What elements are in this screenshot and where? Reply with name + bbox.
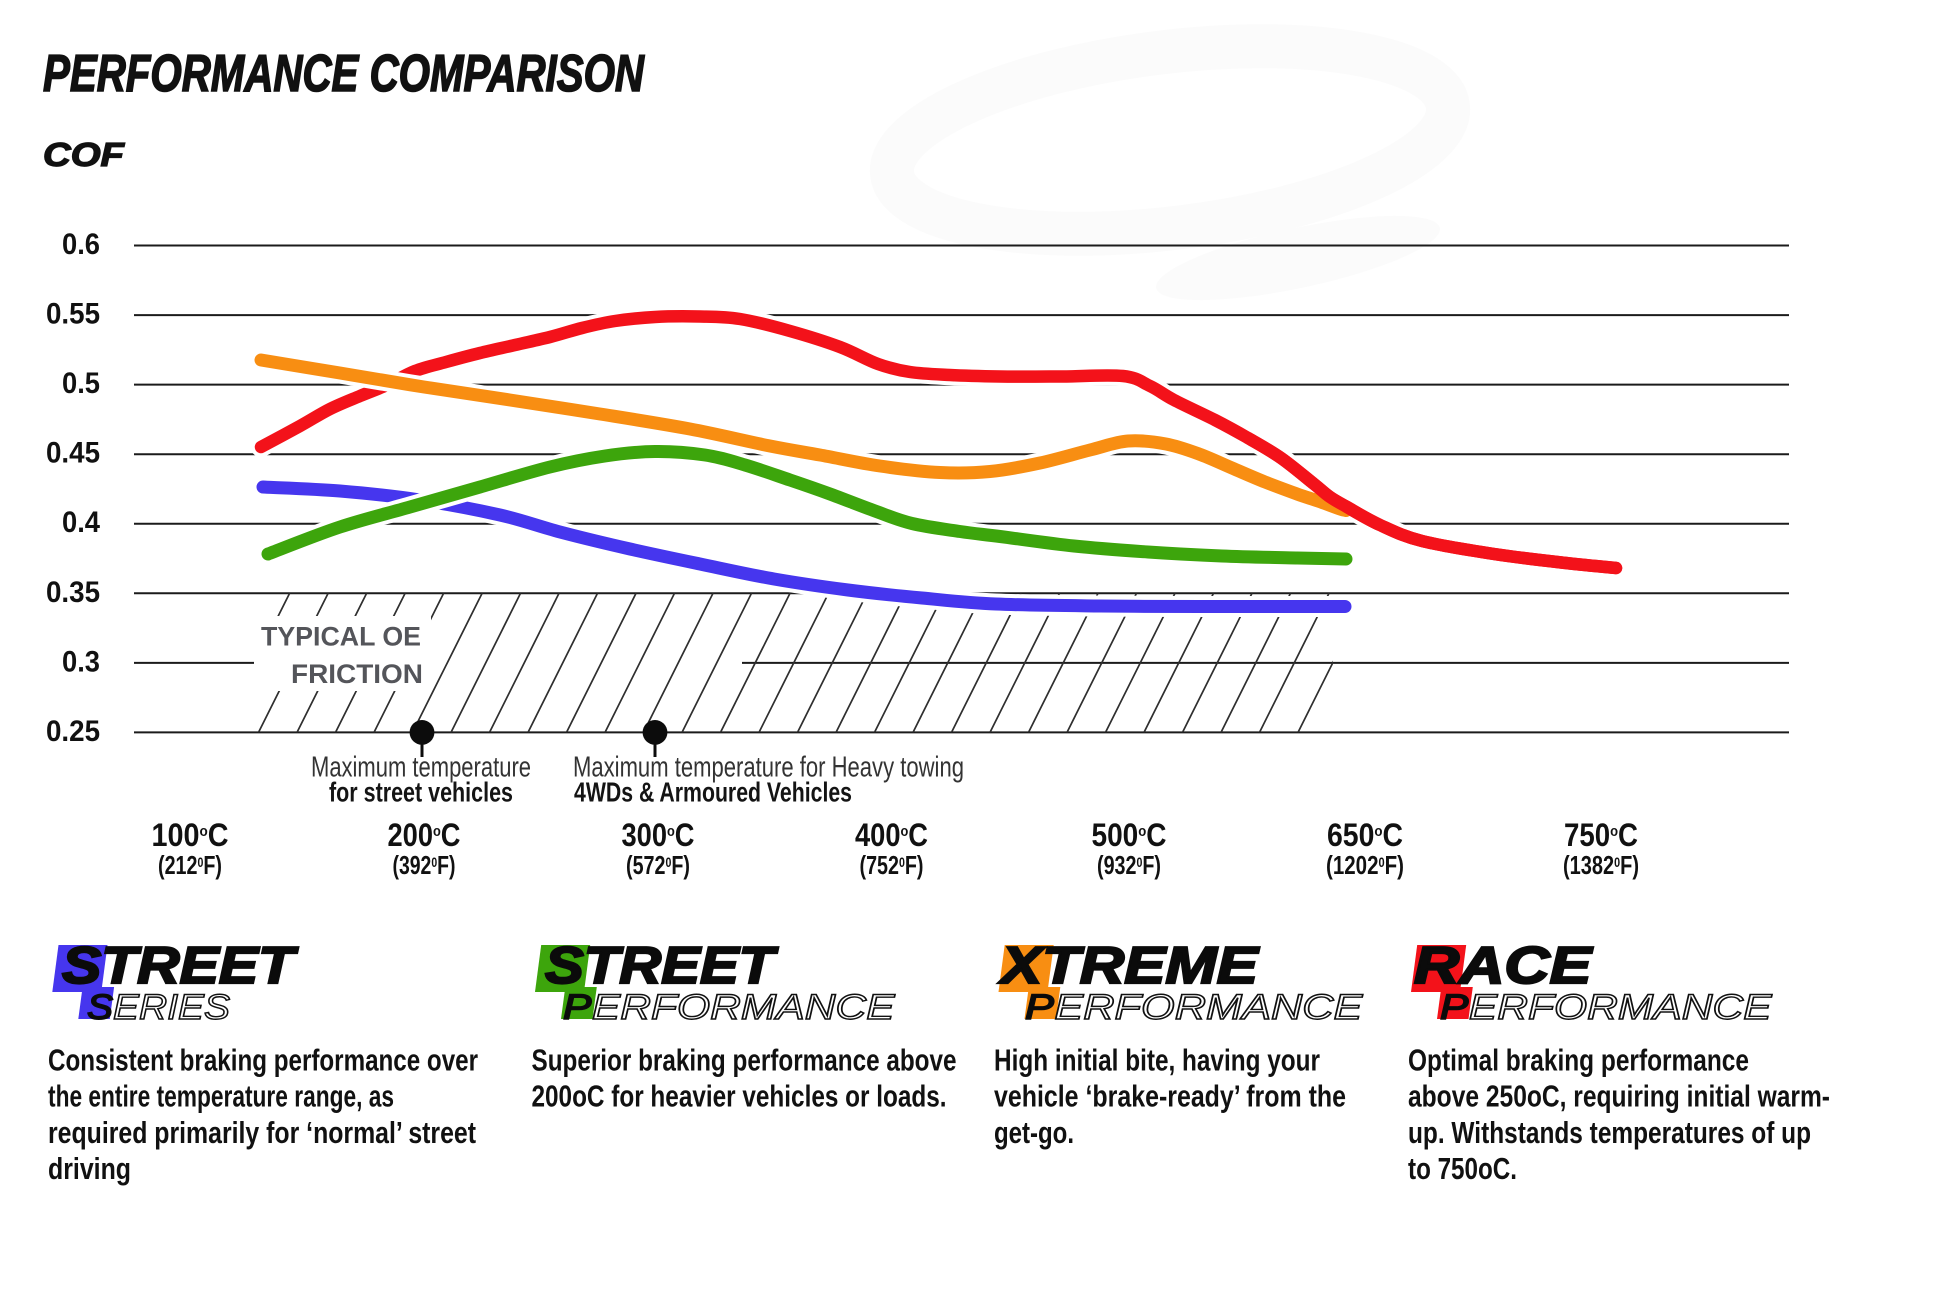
- svg-text:Optimal braking performance: Optimal braking performance: [1408, 1042, 1749, 1077]
- svg-text:High initial bite, having your: High initial bite, having your: [994, 1042, 1320, 1077]
- svg-text:0.55: 0.55: [46, 298, 100, 331]
- svg-text:FRICTION: FRICTION: [291, 659, 423, 689]
- svg-text:Maximum temperature for Heavy: Maximum temperature for Heavy towing: [573, 752, 964, 784]
- svg-text:(2120F): (2120F): [158, 850, 222, 880]
- svg-text:0.35: 0.35: [46, 576, 100, 609]
- svg-text:300oC: 300oC: [622, 817, 695, 853]
- svg-text:ERFORMANCE: ERFORMANCE: [592, 988, 896, 1027]
- svg-text:0.3: 0.3: [62, 645, 100, 678]
- svg-text:P: P: [1440, 988, 1468, 1027]
- svg-text:200oC: 200oC: [388, 817, 461, 853]
- svg-text:for street vehicles: for street vehicles: [329, 777, 513, 808]
- svg-text:500oC: 500oC: [1092, 817, 1167, 853]
- svg-text:ERFORMANCE: ERFORMANCE: [1054, 988, 1363, 1027]
- svg-text:750oC: 750oC: [1564, 817, 1638, 853]
- svg-text:RACE: RACE: [1414, 937, 1593, 995]
- svg-text:200oC for heavier vehicles or: 200oC for heavier vehicles or loads.: [532, 1079, 947, 1114]
- svg-text:STREET: STREET: [545, 936, 779, 994]
- svg-text:P: P: [563, 988, 591, 1027]
- svg-text:ERFORMANCE: ERFORMANCE: [1469, 988, 1773, 1027]
- svg-text:(7520F): (7520F): [860, 850, 924, 880]
- svg-text:0.4: 0.4: [62, 506, 100, 539]
- svg-text:650oC: 650oC: [1327, 817, 1403, 853]
- svg-text:(12020F): (12020F): [1326, 850, 1404, 880]
- svg-text:Superior braking performance a: Superior braking performance above: [532, 1042, 957, 1077]
- svg-text:vehicle ‘brake-ready’ from the: vehicle ‘brake-ready’ from the: [994, 1079, 1346, 1114]
- svg-text:(5720F): (5720F): [626, 850, 690, 880]
- svg-text:STREET: STREET: [62, 936, 298, 994]
- svg-text:P: P: [1025, 988, 1055, 1027]
- svg-text:to 750oC.: to 750oC.: [1408, 1151, 1517, 1186]
- svg-text:COF: COF: [43, 136, 125, 173]
- svg-text:Maximum temperature: Maximum temperature: [311, 752, 531, 784]
- svg-text:required primarily for ‘normal: required primarily for ‘normal’ street: [48, 1115, 476, 1150]
- svg-text:0.6: 0.6: [62, 228, 100, 261]
- svg-text:(9320F): (9320F): [1097, 850, 1161, 880]
- svg-text:400oC: 400oC: [855, 817, 928, 853]
- svg-text:up. Withstands temperatures of: up. Withstands temperatures of up: [1408, 1115, 1811, 1150]
- svg-text:get-go.: get-go.: [994, 1115, 1074, 1150]
- svg-text:PERFORMANCE COMPARISON: PERFORMANCE COMPARISON: [43, 45, 645, 103]
- svg-text:the entire temperature range,: the entire temperature range, as: [48, 1079, 394, 1114]
- svg-text:above 250oC, requiring initial: above 250oC, requiring initial warm-: [1408, 1079, 1830, 1114]
- svg-text:(13820F): (13820F): [1563, 850, 1639, 880]
- svg-text:(3920F): (3920F): [393, 850, 456, 880]
- svg-text:XTREME: XTREME: [998, 936, 1260, 994]
- svg-text:0.25: 0.25: [46, 715, 100, 748]
- svg-text:0.5: 0.5: [62, 367, 100, 400]
- svg-text:ERIES: ERIES: [113, 987, 230, 1027]
- svg-text:0.45: 0.45: [46, 437, 100, 470]
- svg-text:4WDs & Armoured Vehicles: 4WDs & Armoured Vehicles: [574, 777, 852, 808]
- svg-text:TYPICAL OE: TYPICAL OE: [261, 622, 421, 652]
- svg-text:Consistent braking performance: Consistent braking performance over: [48, 1042, 478, 1077]
- svg-text:S: S: [87, 987, 113, 1027]
- svg-text:driving: driving: [48, 1151, 131, 1186]
- svg-text:100oC: 100oC: [152, 817, 229, 853]
